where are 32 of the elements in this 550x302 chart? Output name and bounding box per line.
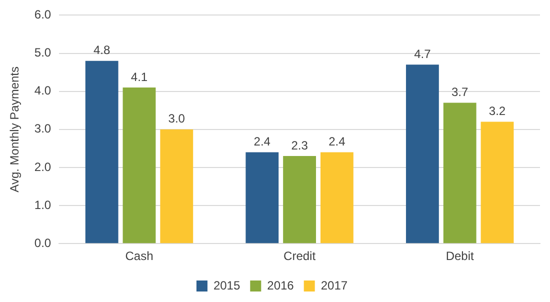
data-label: 3.0: [168, 112, 186, 126]
x-tick-label: Cash: [125, 249, 154, 264]
data-label: 3.7: [452, 85, 469, 100]
y-tick-label: 4.0: [34, 84, 52, 98]
x-tick-label: Debit: [446, 249, 475, 264]
data-label: 4.8: [93, 43, 110, 58]
bar: [283, 156, 316, 244]
y-tick-label: 3.0: [34, 122, 52, 136]
y-tick-label: 2.0: [34, 160, 52, 174]
bar: [406, 64, 439, 244]
x-tick-label: Credit: [284, 249, 316, 264]
bar: [122, 88, 156, 244]
y-tick-label: 1.0: [34, 198, 52, 212]
y-tick-label: 0.0: [34, 236, 52, 250]
y-tick-label: 5.0: [34, 46, 52, 60]
legend-label: 2016: [267, 278, 294, 292]
bar: [320, 152, 354, 244]
legend-label: 2017: [320, 278, 348, 292]
y-axis-title: Avg. Monthly Payments: [8, 66, 22, 192]
data-label: 4.1: [130, 70, 148, 84]
data-label: 2.4: [328, 134, 346, 149]
y-tick-label: 6.0: [34, 8, 52, 22]
data-label: 2.4: [254, 134, 271, 149]
data-label: 3.2: [488, 104, 506, 118]
data-label: 2.3: [291, 138, 308, 152]
bar: [443, 102, 476, 244]
data-label: 4.7: [414, 47, 432, 61]
bar: [480, 122, 514, 244]
legend-label: 2015: [213, 278, 240, 292]
bar: [160, 129, 194, 244]
bar: [85, 60, 118, 244]
bar: [246, 152, 279, 244]
